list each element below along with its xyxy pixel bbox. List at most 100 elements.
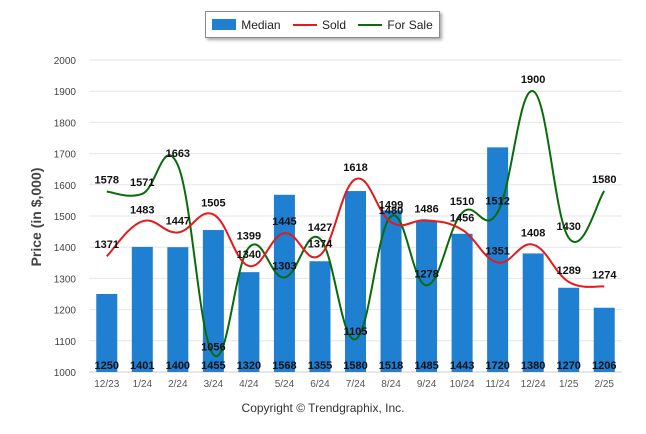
median-data-label: 1250	[95, 360, 119, 372]
forsale-data-label: 1499	[379, 199, 403, 211]
median-bar	[416, 220, 438, 372]
median-data-label: 1206	[592, 360, 616, 372]
forsale-data-label: 1303	[272, 260, 296, 272]
forsale-swatch	[358, 23, 383, 26]
y-tick-label: 1400	[54, 243, 77, 254]
forsale-data-label: 1399	[237, 231, 261, 243]
sold-data-label: 1351	[485, 245, 509, 257]
x-tick-label: 10/24	[450, 379, 475, 390]
median-data-label: 1380	[521, 360, 545, 372]
y-tick-label: 1600	[54, 181, 77, 192]
legend-item-forsale: For Sale	[358, 17, 433, 32]
y-tick-label: 1700	[54, 150, 77, 161]
forsale-data-label: 1427	[308, 222, 332, 234]
median-bar	[487, 147, 509, 372]
forsale-data-label: 1580	[592, 174, 616, 186]
sold-data-label: 1289	[556, 265, 580, 277]
x-tick-label: 12/24	[521, 379, 546, 390]
sold-data-label: 1447	[166, 216, 190, 228]
sold-data-label: 1445	[272, 216, 296, 228]
median-data-label: 1568	[272, 360, 296, 372]
sold-data-label: 1371	[95, 239, 119, 251]
median-bar	[202, 230, 224, 372]
x-tick-label: 4/24	[239, 379, 259, 390]
median-bar	[309, 261, 331, 372]
legend: Median Sold For Sale	[205, 11, 440, 38]
forsale-data-label: 1512	[485, 195, 509, 207]
sold-data-label: 1486	[414, 203, 438, 215]
median-data-label: 1518	[379, 360, 403, 372]
x-tick-label: 2/25	[594, 379, 614, 390]
legend-label-forsale: For Sale	[387, 17, 433, 32]
median-bars	[96, 147, 615, 372]
sold-data-label: 1456	[450, 213, 474, 225]
series-lines	[106, 90, 606, 358]
median-bar	[380, 210, 402, 372]
x-axis-tick-labels: 12/23 1/24 2/24 3/24 4/24 5/24 6/24 7/24 8/24 9/2…	[94, 379, 614, 390]
median-data-label: 1455	[201, 360, 225, 372]
x-tick-label: 12/23	[94, 379, 119, 390]
forsale-data-label: 1105	[344, 326, 368, 338]
median-data-label: 1270	[556, 360, 580, 372]
sold-line	[106, 177, 605, 288]
median-data-label: 1355	[308, 360, 332, 372]
median-bar	[558, 287, 580, 372]
x-tick-label: 11/24	[485, 379, 510, 390]
median-bar	[238, 272, 260, 372]
sold-data-label: 1480	[379, 205, 403, 217]
median-data-label: 1720	[485, 360, 509, 372]
x-tick-label: 1/25	[559, 379, 579, 390]
legend-item-sold: Sold	[292, 17, 346, 32]
sold-swatch	[292, 23, 317, 26]
forsale-data-label: 1056	[201, 342, 225, 354]
x-tick-label: 7/24	[346, 379, 366, 390]
forsale-data-label: 1900	[521, 74, 545, 86]
forsale-data-label: 1430	[556, 221, 580, 233]
y-tick-label: 1000	[54, 368, 77, 379]
median-bar	[167, 247, 189, 372]
forsale-data-label: 1278	[414, 268, 438, 280]
forsale-data-label: 1510	[450, 196, 474, 208]
x-tick-label: 5/24	[275, 379, 295, 390]
median-swatch	[212, 19, 237, 30]
y-tick-label: 1300	[54, 274, 77, 285]
median-data-label: 1400	[166, 360, 190, 372]
median-bar	[273, 194, 295, 372]
median-bar	[451, 233, 473, 372]
y-axis-title: Price (in $,000)	[28, 167, 44, 267]
sold-data-label: 1408	[521, 228, 545, 240]
sold-data-label: 1618	[343, 162, 367, 174]
legend-label-median: Median	[241, 17, 281, 32]
sold-data-label: 1274	[592, 270, 617, 282]
x-tick-label: 6/24	[310, 379, 330, 390]
y-tick-label: 1800	[54, 118, 77, 129]
legend-label-sold: Sold	[321, 17, 346, 32]
copyright-text: Copyright © Trendgraphix, Inc.	[241, 401, 405, 415]
x-tick-label: 8/24	[381, 379, 401, 390]
median-bar	[345, 191, 366, 372]
x-tick-label: 9/24	[417, 379, 437, 390]
median-data-label: 1320	[237, 360, 261, 372]
y-tick-label: 1200	[54, 306, 77, 317]
median-bar	[522, 253, 544, 372]
median-bar	[593, 307, 615, 372]
x-tick-label: 1/24	[133, 379, 153, 390]
median-data-label: 1485	[414, 360, 438, 372]
y-tick-label: 2000	[54, 56, 77, 67]
sold-data-label: 1374	[308, 238, 333, 250]
x-tick-label: 2/24	[168, 379, 188, 390]
forsale-line	[106, 90, 606, 358]
median-bar	[96, 294, 118, 372]
sold-data-label: 1483	[130, 204, 154, 216]
sold-data-label: 1340	[237, 249, 261, 261]
forsale-data-label: 1571	[130, 177, 154, 189]
y-axis-tick-labels: 1000 1100 1200 1300 1400 1500 1600 1700 1800 1900…	[54, 56, 77, 379]
median-data-label: 1580	[343, 360, 367, 372]
x-tick-label: 3/24	[204, 379, 224, 390]
forsale-data-label: 1578	[95, 175, 119, 187]
y-tick-label: 1900	[54, 87, 77, 98]
y-tick-label: 1100	[54, 337, 76, 348]
y-tick-label: 1500	[54, 212, 77, 223]
forsale-data-label: 1663	[166, 148, 190, 160]
median-data-label: 1401	[130, 360, 154, 372]
